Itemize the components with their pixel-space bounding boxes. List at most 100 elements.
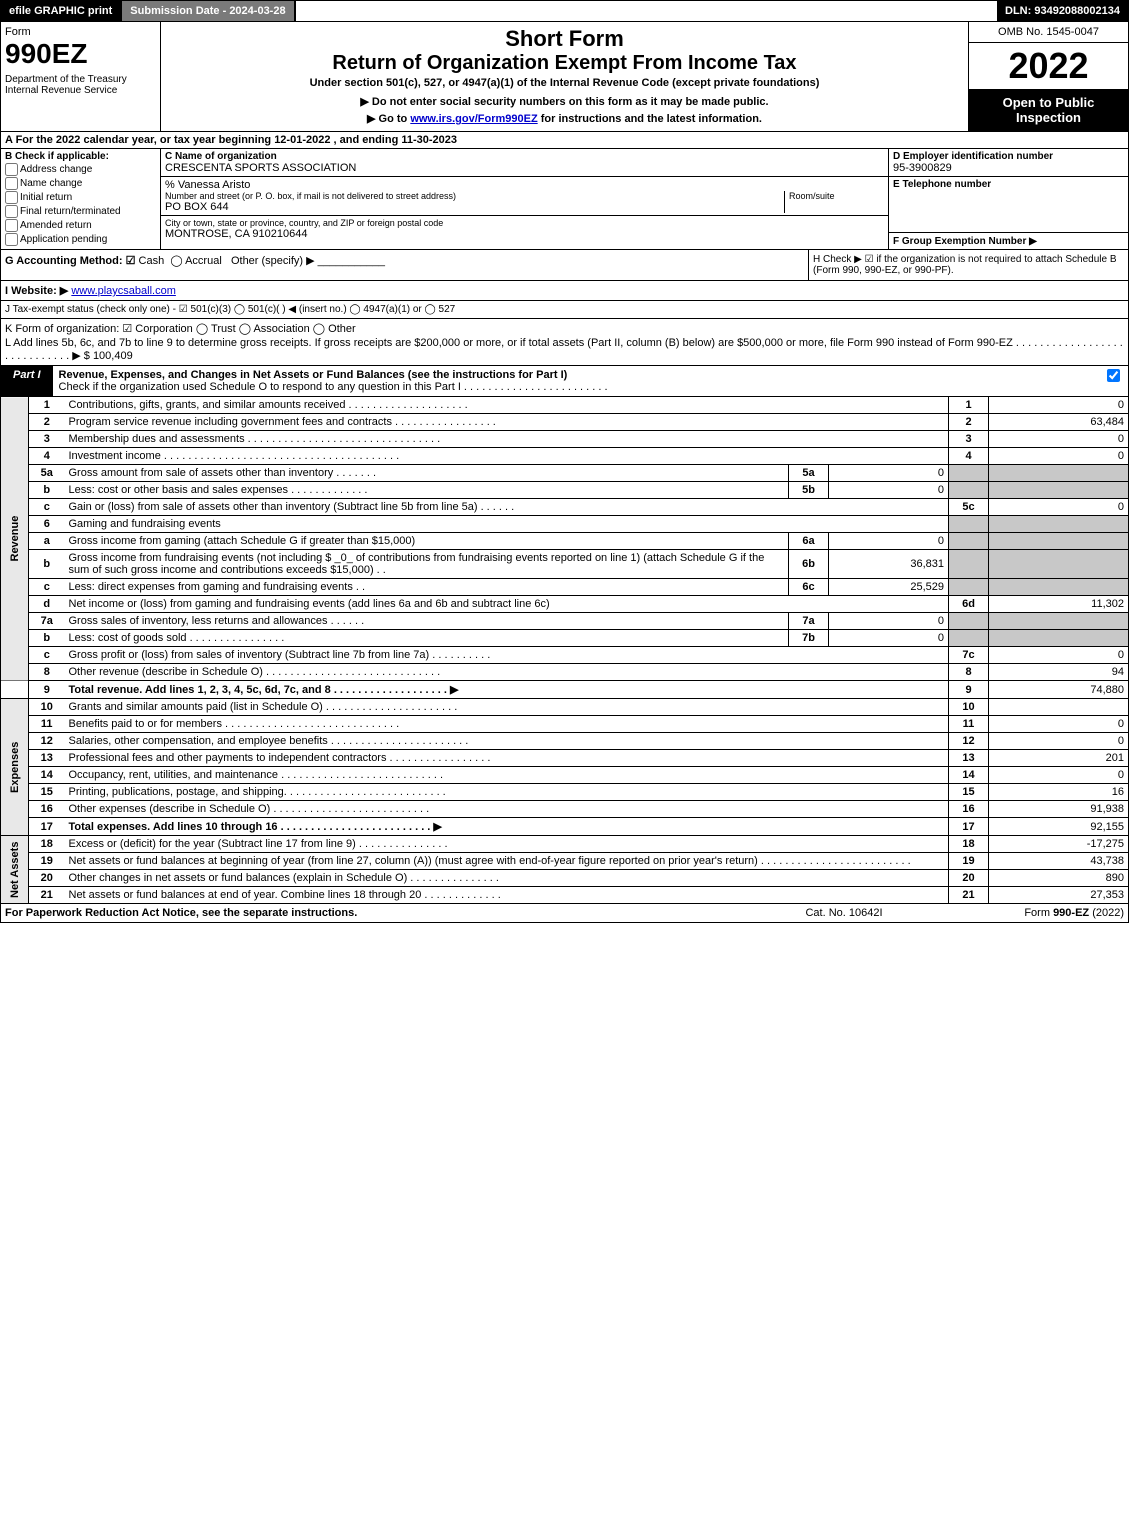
line-7c-val: 0 <box>989 647 1129 664</box>
org-name: CRESCENTA SPORTS ASSOCIATION <box>165 162 884 174</box>
c-addr-block: % Vanessa Aristo Number and street (or P… <box>161 177 888 216</box>
lines-table: Revenue 1 Contributions, gifts, grants, … <box>0 397 1129 904</box>
omb-number: OMB No. 1545-0047 <box>969 22 1128 43</box>
part1-tab: Part I <box>1 366 53 396</box>
line-2-val: 63,484 <box>989 414 1129 431</box>
line-12-val: 0 <box>989 733 1129 750</box>
line-1-desc: Contributions, gifts, grants, and simila… <box>65 397 949 414</box>
top-bar: efile GRAPHIC print Submission Date - 20… <box>0 0 1129 22</box>
line-7b-val: 0 <box>829 630 949 647</box>
part1-title: Revenue, Expenses, and Changes in Net As… <box>53 366 1101 396</box>
line-11-val: 0 <box>989 716 1129 733</box>
row-a-tax-year: A For the 2022 calendar year, or tax yea… <box>0 132 1129 149</box>
section-kl: K Form of organization: ☑ Corporation ◯ … <box>0 319 1129 366</box>
line-13-val: 201 <box>989 750 1129 767</box>
chk-name-change[interactable]: Name change <box>5 177 156 190</box>
page-footer: For Paperwork Reduction Act Notice, see … <box>0 904 1129 923</box>
line-5c-val: 0 <box>989 499 1129 516</box>
section-e: E Telephone number <box>889 177 1128 233</box>
care-of: % Vanessa Aristo <box>165 179 884 191</box>
line-6d-val: 11,302 <box>989 596 1129 613</box>
submission-date: Submission Date - 2024-03-28 <box>120 1 295 21</box>
header-left: Form 990EZ Department of the Treasury In… <box>1 22 161 131</box>
f-label: F Group Exemption Number ▶ <box>893 236 1037 247</box>
section-g: G Accounting Method: ☑ Cash ◯ Accrual Ot… <box>1 250 808 280</box>
form-number: 990EZ <box>5 38 156 70</box>
line-5b-val: 0 <box>829 482 949 499</box>
line-4-val: 0 <box>989 448 1129 465</box>
section-k: K Form of organization: ☑ Corporation ◯ … <box>5 322 1124 335</box>
row-gh: G Accounting Method: ☑ Cash ◯ Accrual Ot… <box>0 250 1129 281</box>
line-16-val: 91,938 <box>989 801 1129 818</box>
section-b: B Check if applicable: Address change Na… <box>1 149 161 249</box>
line-6a-val: 0 <box>829 533 949 550</box>
part1-header: Part I Revenue, Expenses, and Changes in… <box>0 366 1129 397</box>
c-name-block: C Name of organization CRESCENTA SPORTS … <box>161 149 888 177</box>
addr-label: Number and street (or P. O. box, if mail… <box>165 191 784 201</box>
gross-receipts-value: 100,409 <box>93 350 133 362</box>
ein-value: 95-3900829 <box>893 162 1124 174</box>
line-10-val <box>989 699 1129 716</box>
address: PO BOX 644 <box>165 201 784 213</box>
line-6c-val: 25,529 <box>829 579 949 596</box>
form-header: Form 990EZ Department of the Treasury In… <box>0 22 1129 132</box>
line-9-val: 74,880 <box>989 681 1129 699</box>
line-20-val: 890 <box>989 870 1129 887</box>
subtitle: Under section 501(c), 527, or 4947(a)(1)… <box>165 77 964 89</box>
line-15-val: 16 <box>989 784 1129 801</box>
line-14-val: 0 <box>989 767 1129 784</box>
dln-label: DLN: 93492088002134 <box>997 1 1128 21</box>
line-17-val: 92,155 <box>989 818 1129 836</box>
section-l: L Add lines 5b, 6c, and 7b to line 9 to … <box>5 337 1124 362</box>
tax-year: 2022 <box>969 43 1128 89</box>
city-value: MONTROSE, CA 910210644 <box>165 228 884 240</box>
irs-link[interactable]: www.irs.gov/Form990EZ <box>410 113 537 125</box>
c-city-block: City or town, state or province, country… <box>161 216 888 242</box>
chk-final-return[interactable]: Final return/terminated <box>5 205 156 218</box>
section-f: F Group Exemption Number ▶ <box>889 233 1128 249</box>
section-j: J Tax-exempt status (check only one) - ☑… <box>0 301 1129 319</box>
section-h: H Check ▶ ☑ if the organization is not r… <box>808 250 1128 280</box>
website-link[interactable]: www.playcsaball.com <box>71 285 176 297</box>
note-link: ▶ Go to www.irs.gov/Form990EZ for instru… <box>165 112 964 125</box>
line-1-val: 0 <box>989 397 1129 414</box>
header-right: OMB No. 1545-0047 2022 Open to Public In… <box>968 22 1128 131</box>
line-6b-val: 36,831 <box>829 550 949 579</box>
sidebar-revenue: Revenue <box>1 397 29 681</box>
d-label: D Employer identification number <box>893 151 1124 162</box>
section-i: I Website: ▶ www.playcsaball.com <box>0 281 1129 301</box>
section-b-header: B Check if applicable: <box>5 151 156 162</box>
room-label: Room/suite <box>789 191 884 201</box>
title-return: Return of Organization Exempt From Incom… <box>165 52 964 75</box>
footer-catno: Cat. No. 10642I <box>744 907 944 919</box>
dept-label: Department of the Treasury Internal Reve… <box>5 74 156 96</box>
section-bcdef: B Check if applicable: Address change Na… <box>0 149 1129 250</box>
chk-amended-return[interactable]: Amended return <box>5 219 156 232</box>
note-ssn: ▶ Do not enter social security numbers o… <box>165 95 964 108</box>
chk-initial-return[interactable]: Initial return <box>5 191 156 204</box>
line-7a-val: 0 <box>829 613 949 630</box>
section-d: D Employer identification number 95-3900… <box>889 149 1128 177</box>
line-8-val: 94 <box>989 664 1129 681</box>
line-19-val: 43,738 <box>989 853 1129 870</box>
part1-checkbox[interactable] <box>1101 366 1128 396</box>
line-5a-val: 0 <box>829 465 949 482</box>
sidebar-netassets: Net Assets <box>1 836 29 904</box>
chk-address-change[interactable]: Address change <box>5 163 156 176</box>
city-label: City or town, state or province, country… <box>165 218 884 228</box>
title-short-form: Short Form <box>165 26 964 52</box>
footer-right: Form 990-EZ (2022) <box>944 907 1124 919</box>
e-label: E Telephone number <box>893 179 1124 190</box>
section-def: D Employer identification number 95-3900… <box>888 149 1128 249</box>
header-center: Short Form Return of Organization Exempt… <box>161 22 968 131</box>
line-3-val: 0 <box>989 431 1129 448</box>
chk-application-pending[interactable]: Application pending <box>5 233 156 246</box>
section-c: C Name of organization CRESCENTA SPORTS … <box>161 149 888 249</box>
efile-label[interactable]: efile GRAPHIC print <box>1 1 120 21</box>
line-21-val: 27,353 <box>989 887 1129 904</box>
sidebar-expenses: Expenses <box>1 699 29 836</box>
inspection-label: Open to Public Inspection <box>969 89 1128 131</box>
line-18-val: -17,275 <box>989 836 1129 853</box>
footer-left: For Paperwork Reduction Act Notice, see … <box>5 907 744 919</box>
form-label: Form <box>5 26 156 38</box>
